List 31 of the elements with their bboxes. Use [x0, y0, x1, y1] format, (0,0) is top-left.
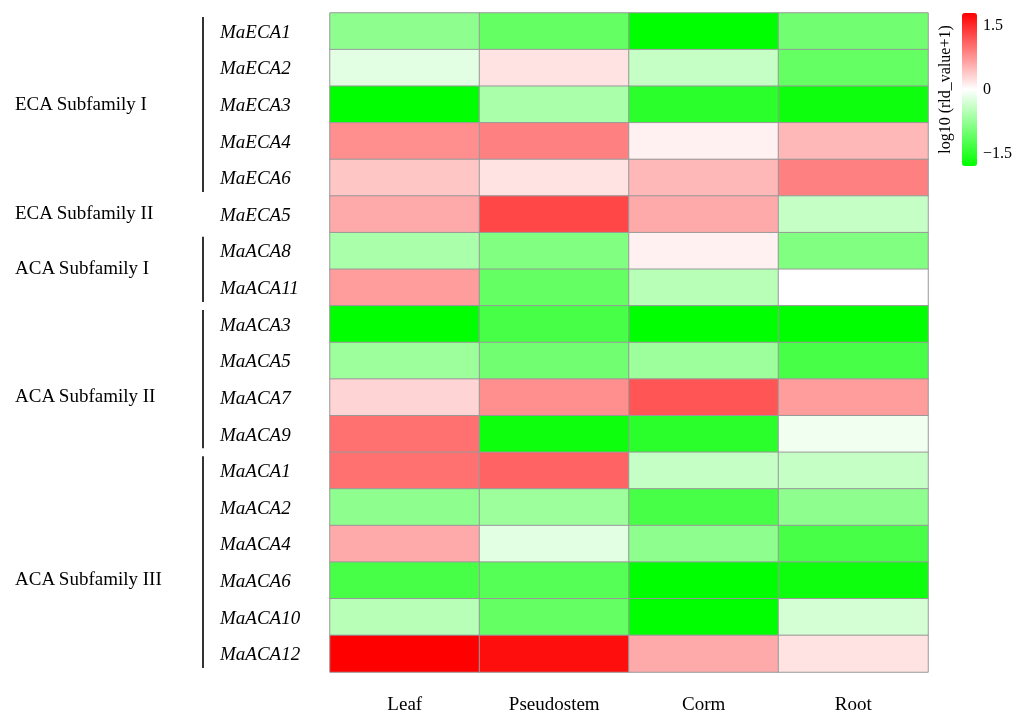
y-tick-label: MaACA5: [219, 350, 291, 372]
y-tick-label: MaACA8: [219, 240, 292, 262]
color-bar-label: 0: [983, 80, 991, 97]
x-tick-label: Pseudostem: [508, 693, 600, 714]
y-tick-label: MaECA2: [219, 57, 292, 79]
y-tick-label: MaECA5: [219, 203, 291, 225]
text: ACA Subfamily III: [15, 568, 162, 590]
text: ECA Subfamily II: [15, 202, 154, 224]
y-tick-label: MaACA11: [219, 277, 299, 299]
y-tick-label: MaECA3: [219, 94, 291, 116]
x-tick-label: Root: [834, 693, 873, 714]
text: ACA Subfamily I: [15, 257, 150, 279]
y-tick-label: MaACA1: [219, 460, 291, 482]
text: ECA Subfamily I: [15, 92, 147, 114]
y-tick-label: MaACA4: [219, 533, 292, 555]
y-tick-label: MaECA4: [219, 130, 292, 152]
color-bar-label: 1.5: [983, 16, 1003, 34]
x-tick-label: Leaf: [387, 693, 423, 714]
y-tick-label: MaACA2: [219, 496, 292, 518]
y-tick-label: MaACA3: [219, 313, 291, 335]
color-bar-title: log10 (rld_value+1): [935, 25, 954, 154]
y-tick-label: MaECA1: [219, 20, 291, 42]
y-tick-label: MaACA9: [219, 423, 292, 445]
y-tick-label: MaACA7: [219, 386, 293, 408]
y-tick-label: MaACA10: [219, 606, 301, 628]
color-bar-label: −1.5: [983, 143, 1013, 161]
y-tick-label: MaECA6: [219, 167, 292, 189]
y-tick-label: MaACA6: [219, 569, 292, 591]
y-tick-label: MaACA12: [219, 643, 301, 665]
x-tick-label: Corm: [682, 693, 726, 714]
text: ACA Subfamily II: [15, 385, 156, 407]
